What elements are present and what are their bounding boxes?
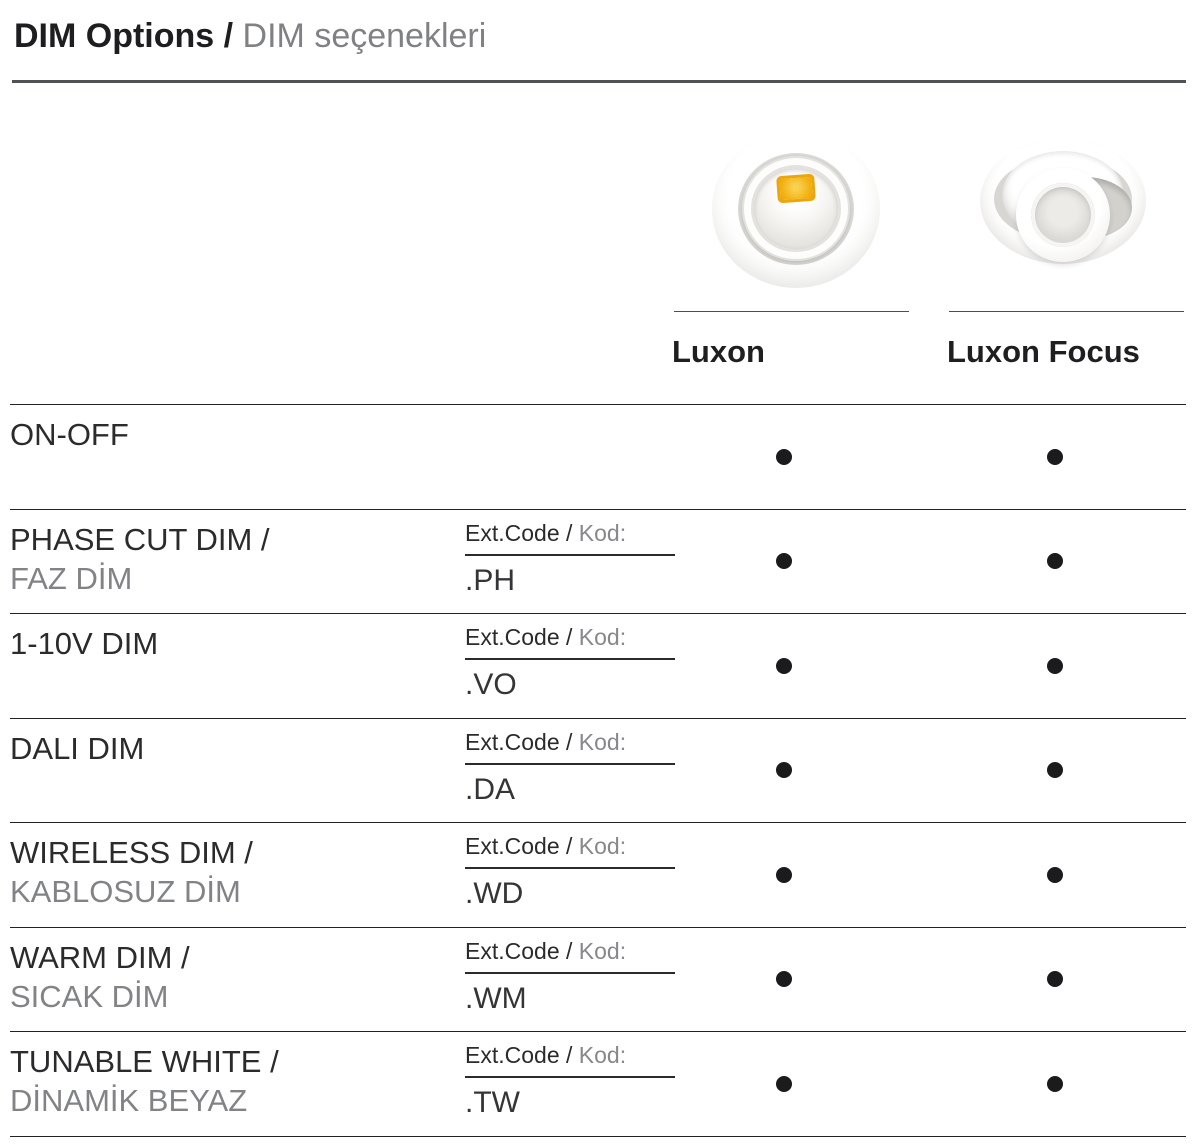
availability-dot-luxon-focus bbox=[1047, 448, 1063, 465]
availability-dot-luxon bbox=[776, 971, 792, 988]
availability-dot-luxon bbox=[776, 657, 792, 674]
option-label-primary: PHASE CUT DIM / bbox=[10, 521, 270, 557]
availability-dot-luxon-focus bbox=[1047, 657, 1063, 674]
luxon-product-photo bbox=[712, 130, 880, 288]
luxon-reflector bbox=[751, 165, 841, 252]
ext-code-cell: Ext.Code / Kod: .TW bbox=[465, 1042, 675, 1120]
table-row: ON-OFF bbox=[10, 404, 1186, 509]
ext-code-label: Ext.Code / Kod: bbox=[465, 1042, 675, 1078]
table-row: DALI DIM Ext.Code / Kod: .DA bbox=[10, 717, 1186, 823]
ext-code-value: .PH bbox=[465, 563, 516, 597]
table-row: TUNABLE WHITE / DİNAMİK BEYAZ Ext.Code /… bbox=[10, 1031, 1186, 1136]
availability-dot-luxon-focus bbox=[1047, 866, 1063, 883]
availability-dot-luxon bbox=[776, 553, 792, 570]
availability-dot-luxon-focus bbox=[1047, 553, 1063, 570]
option-label: WARM DIM / SICAK DİM bbox=[10, 938, 450, 1016]
table-row: 1-10V DIM Ext.Code / Kod: .VO bbox=[10, 613, 1186, 718]
ext-code-label-primary: Ext.Code / bbox=[465, 937, 573, 964]
ext-code-value: .WM bbox=[465, 981, 527, 1015]
ext-code-value: .VO bbox=[465, 668, 517, 701]
product-name-luxon: Luxon bbox=[672, 334, 765, 369]
ext-code-cell: Ext.Code / Kod: .PH bbox=[465, 520, 675, 598]
product-column-luxon-focus: Luxon Focus bbox=[947, 82, 1184, 404]
option-label: DALI DIM bbox=[10, 729, 450, 768]
ext-code-value: .TW bbox=[465, 1086, 520, 1119]
option-label-secondary: FAZ DİM bbox=[10, 560, 133, 596]
option-label-primary: TUNABLE WHITE / bbox=[10, 1044, 279, 1079]
ext-code-label-primary: Ext.Code / bbox=[465, 833, 573, 859]
ext-code-label-secondary: Kod: bbox=[578, 519, 627, 546]
table-row: WARM DIM / SICAK DİM Ext.Code / Kod: .WM bbox=[10, 926, 1186, 1032]
ext-code-label-secondary: Kod: bbox=[578, 624, 627, 650]
option-label-secondary: DİNAMİK BEYAZ bbox=[10, 1083, 248, 1118]
availability-dot-luxon-focus bbox=[1047, 1075, 1063, 1092]
ext-code-label-secondary: Kod: bbox=[578, 728, 627, 755]
option-label-primary: WARM DIM / bbox=[10, 939, 190, 975]
title-divider bbox=[12, 80, 1186, 83]
option-label: PHASE CUT DIM / FAZ DİM bbox=[10, 520, 450, 598]
option-label-secondary: SICAK DİM bbox=[10, 978, 169, 1014]
option-label: WIRELESS DIM / KABLOSUZ DİM bbox=[10, 833, 450, 911]
product-column-luxon: Luxon bbox=[672, 82, 909, 404]
option-label-primary: 1-10V DIM bbox=[10, 626, 159, 661]
page-title: DIM Options / DIM seçenekleri bbox=[14, 14, 486, 58]
ext-code-label-primary: Ext.Code / bbox=[465, 1042, 573, 1068]
luxon-gimbal bbox=[742, 156, 850, 261]
table-row: WIRELESS DIM / KABLOSUZ DİM Ext.Code / K… bbox=[10, 822, 1186, 927]
ext-code-label: Ext.Code / Kod: bbox=[465, 624, 675, 660]
dim-options-table: ON-OFF PHASE CUT DIM / FAZ DİM Ext.Code … bbox=[10, 404, 1186, 1137]
ext-code-label-secondary: Kod: bbox=[578, 833, 627, 859]
availability-dot-luxon bbox=[776, 448, 792, 465]
ext-code-label: Ext.Code / Kod: bbox=[465, 729, 675, 765]
availability-dot-luxon bbox=[776, 1075, 792, 1092]
page-title-secondary: DIM seçenekleri bbox=[242, 17, 487, 55]
availability-dot-luxon bbox=[776, 762, 792, 779]
option-label-secondary: KABLOSUZ DİM bbox=[10, 874, 241, 909]
option-label: ON-OFF bbox=[10, 415, 450, 454]
ext-code-cell: Ext.Code / Kod: .DA bbox=[465, 729, 675, 807]
availability-dot-luxon bbox=[776, 866, 792, 883]
ext-code-label-primary: Ext.Code / bbox=[465, 728, 573, 755]
option-label-primary: ON-OFF bbox=[10, 417, 129, 452]
ext-code-cell: Ext.Code / Kod: .VO bbox=[465, 624, 675, 702]
luxon-led-chip bbox=[776, 173, 816, 204]
ext-code-label-primary: Ext.Code / bbox=[465, 519, 573, 546]
ext-code-value: .DA bbox=[465, 772, 516, 806]
ext-code-label-secondary: Kod: bbox=[578, 1042, 627, 1068]
ext-code-cell: Ext.Code / Kod: .WM bbox=[465, 938, 675, 1016]
product-name-divider bbox=[674, 311, 909, 312]
ext-code-label-primary: Ext.Code / bbox=[465, 624, 573, 650]
luxon-focus-product-photo bbox=[980, 138, 1146, 264]
option-label: TUNABLE WHITE / DİNAMİK BEYAZ bbox=[10, 1042, 450, 1120]
page-title-primary: DIM Options / bbox=[14, 17, 234, 55]
ext-code-cell: Ext.Code / Kod: .WD bbox=[465, 833, 675, 911]
option-label-primary: DALI DIM bbox=[10, 730, 145, 766]
product-name-divider bbox=[949, 311, 1184, 312]
availability-dot-luxon-focus bbox=[1047, 971, 1063, 988]
ext-code-label: Ext.Code / Kod: bbox=[465, 938, 675, 974]
ext-code-label-secondary: Kod: bbox=[578, 937, 627, 964]
product-name-luxon-focus: Luxon Focus bbox=[947, 334, 1140, 369]
option-label: 1-10V DIM bbox=[10, 624, 450, 663]
table-row: PHASE CUT DIM / FAZ DİM Ext.Code / Kod: … bbox=[10, 508, 1186, 614]
luxon-focus-snoot bbox=[1016, 168, 1110, 262]
ext-code-label: Ext.Code / Kod: bbox=[465, 520, 675, 556]
option-label-primary: WIRELESS DIM / bbox=[10, 835, 253, 870]
ext-code-value: .WD bbox=[465, 877, 524, 910]
ext-code-label: Ext.Code / Kod: bbox=[465, 833, 675, 869]
availability-dot-luxon-focus bbox=[1047, 762, 1063, 779]
